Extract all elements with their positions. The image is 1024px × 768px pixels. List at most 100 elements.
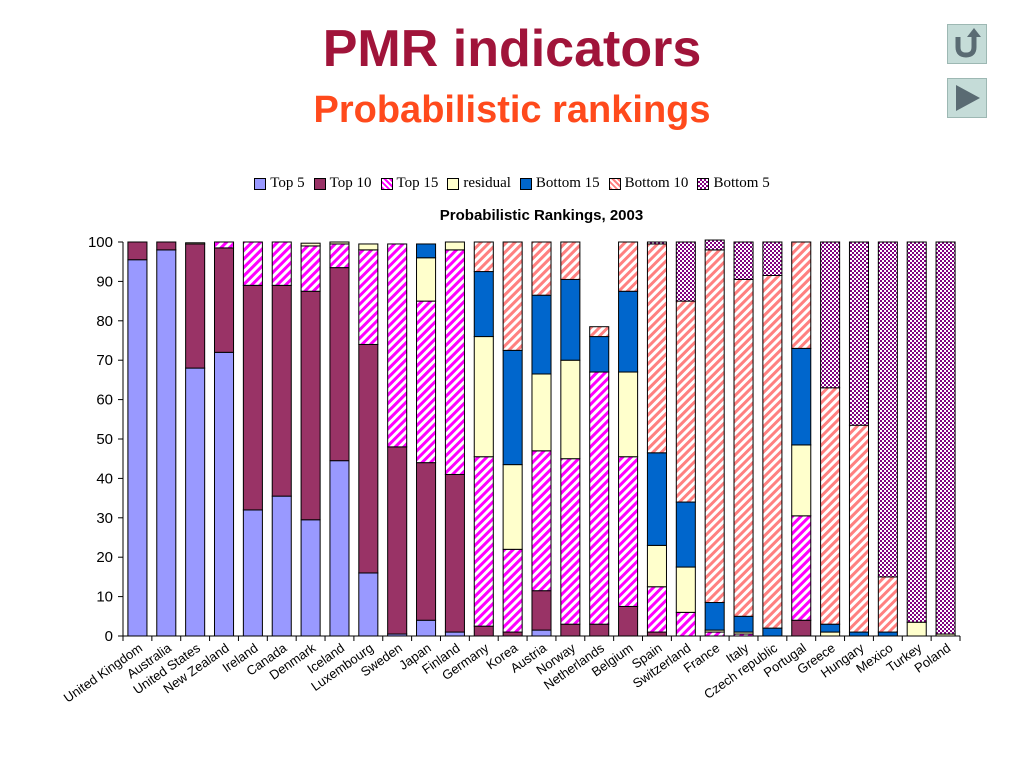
- y-tick-label: 30: [96, 510, 113, 527]
- bar-segment-top-5: [156, 249, 177, 637]
- bar-segment-bottom-15: [473, 271, 494, 338]
- bar-segment-residual: [791, 444, 812, 517]
- bar-segment-residual: [185, 242, 206, 245]
- bar-segment-bottom-15: [502, 349, 523, 466]
- legend-swatch: [447, 177, 460, 190]
- bar-segment-bottom-10: [646, 243, 667, 454]
- bar-segment-top-10: [387, 446, 408, 635]
- bar-segment-bottom-10: [675, 300, 696, 503]
- bar-segment-top-10: [185, 243, 206, 369]
- y-tick-label: 10: [96, 589, 113, 606]
- bar-segment-top-15: [618, 456, 639, 607]
- bar-segment-bottom-15: [848, 631, 870, 637]
- bar-segment-residual: [502, 464, 523, 550]
- bar-segment-bottom-10: [618, 241, 639, 292]
- bar-segment-top-15: [675, 611, 696, 637]
- bar-segment-bottom-5: [877, 241, 898, 578]
- bar-segment-bottom-5: [848, 241, 870, 426]
- y-tick-label: 60: [96, 392, 113, 409]
- bar-segment-bottom-5: [675, 241, 696, 302]
- bar-segment-bottom-15: [531, 294, 552, 375]
- bar-segment-top-10: [329, 267, 350, 462]
- bar-segment-bottom-10: [762, 274, 783, 629]
- legend-item: Bottom 10: [608, 175, 689, 192]
- bar-segment-residual: [646, 544, 667, 588]
- legend-item: Bottom 5: [697, 175, 770, 192]
- bar-segment-top-10: [358, 343, 379, 574]
- bar-segment-bottom-10: [531, 241, 552, 296]
- bar-segment-top-15: [358, 249, 379, 345]
- bar-segment-bottom-10: [704, 249, 725, 604]
- bar-segment-residual: [416, 257, 437, 302]
- legend-label: Bottom 10: [624, 175, 689, 191]
- legend-swatch: [313, 177, 326, 190]
- bar-segment-top-15: [329, 243, 350, 269]
- slide-title: PMR indicators: [322, 20, 702, 78]
- bar-segment-bottom-5: [820, 241, 841, 389]
- bar-segment-residual: [473, 336, 494, 458]
- bar-segment-top-5: [300, 519, 321, 637]
- bar-segment-residual: [820, 631, 841, 637]
- bar-segment-top-10: [531, 590, 552, 631]
- bar-segment-top-10: [502, 631, 523, 637]
- bar-segment-top-5: [531, 629, 552, 637]
- bar-segment-bottom-15: [646, 452, 667, 546]
- legend-label: Bottom 5: [713, 175, 770, 191]
- bar-segment-top-15: [560, 458, 581, 625]
- bar-segment-residual: [675, 566, 696, 613]
- bar-segment-top-5: [127, 259, 148, 637]
- bar-segment-bottom-15: [791, 347, 812, 446]
- legend-label: residual: [463, 175, 511, 191]
- bar-segment-bottom-15: [762, 627, 783, 637]
- bar-segment-residual: [531, 373, 552, 452]
- legend-swatch: [697, 177, 710, 190]
- legend-swatch: [380, 177, 393, 190]
- bar-segment-top-15: [791, 515, 812, 621]
- bar-segment-bottom-15: [820, 623, 841, 633]
- legend-swatch: [519, 177, 532, 190]
- bar-segment-bottom-10: [733, 278, 754, 617]
- bar-segment-bottom-5: [906, 241, 927, 623]
- bar-segment-top-5: [416, 619, 437, 637]
- return-button[interactable]: [947, 24, 987, 64]
- legend-item: Bottom 15: [519, 175, 600, 192]
- bar-segment-top-10: [416, 462, 437, 621]
- bar-segment-top-10: [127, 241, 148, 261]
- bar-segment-residual: [329, 241, 350, 245]
- legend-item: residual: [447, 175, 511, 192]
- y-tick-label: 90: [96, 273, 113, 290]
- bar-segment-bottom-5: [733, 241, 754, 280]
- slide-subtitle: Probabilistic rankings: [313, 89, 711, 131]
- legend-label: Bottom 15: [535, 175, 600, 191]
- chart-title: Probabilistic Rankings, 2003: [440, 207, 643, 224]
- bar-segment-bottom-10: [502, 241, 523, 351]
- bar-segment-residual: [300, 242, 321, 247]
- bar-segment-residual: [906, 621, 927, 637]
- bar-segment-top-15: [444, 249, 465, 475]
- y-tick-label: 50: [96, 431, 113, 448]
- bar-segment-bottom-15: [618, 290, 639, 373]
- bar-segment-bottom-15: [416, 243, 437, 259]
- bar-segment-bottom-10: [473, 241, 494, 273]
- bar-segment-bottom-10: [560, 241, 581, 280]
- legend-item: Top 5: [254, 175, 305, 192]
- bar-segment-top-10: [444, 473, 465, 633]
- y-tick-label: 20: [96, 549, 113, 566]
- bar-segment-residual: [560, 359, 581, 460]
- bar-segment-bottom-15: [675, 501, 696, 568]
- legend-item: Top 10: [313, 175, 372, 192]
- bar-segment-bottom-15: [589, 336, 610, 373]
- bar-segment-top-5: [213, 351, 235, 637]
- bar-segment-top-15: [416, 300, 437, 464]
- bar-segment-top-15: [531, 450, 552, 592]
- bar-segment-bottom-15: [560, 278, 581, 361]
- y-tick-label: 100: [88, 234, 113, 251]
- next-button[interactable]: [947, 78, 987, 118]
- bar-segment-top-10: [646, 631, 667, 637]
- bar-segment-top-5: [358, 572, 379, 637]
- bar-segment-top-15: [300, 245, 321, 292]
- bar-segment-top-10: [560, 623, 581, 637]
- bar-segment-bottom-5: [704, 239, 725, 251]
- bar-segment-top-15: [213, 241, 235, 249]
